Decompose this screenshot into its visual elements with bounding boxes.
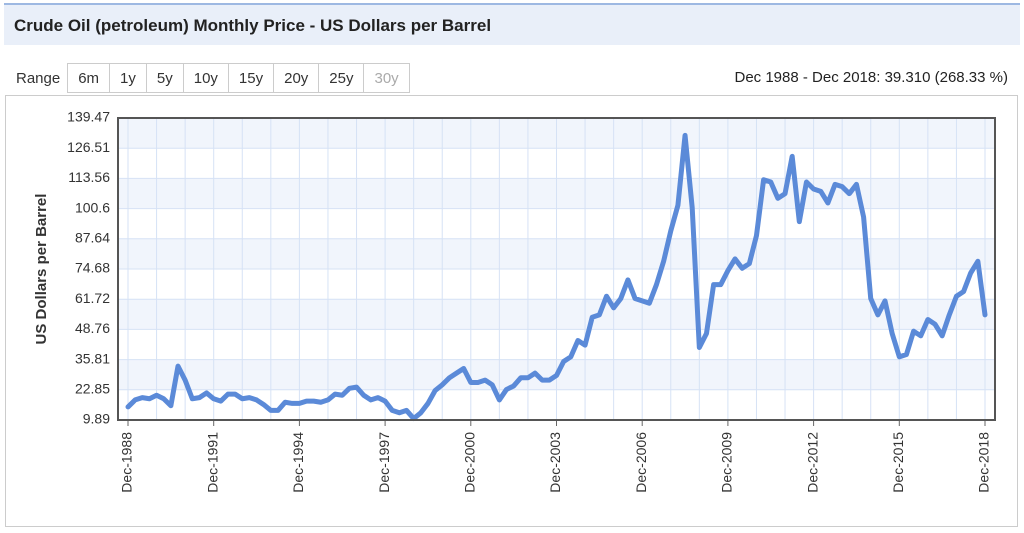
x-tick-label: Dec-1991 [204,432,220,493]
y-tick-label: 48.76 [75,320,110,336]
x-tick-label: Dec-2012 [804,432,820,493]
range-button[interactable]: 25y [318,63,365,93]
range-label: Range [16,69,61,87]
y-tick-label: 61.72 [75,290,110,306]
range-selector: Range 6m 1y 5y 10y 15y 20y 25y 30y [16,63,410,93]
y-axis-label: US Dollars per Barrel [33,194,50,345]
x-tick-label: Dec-2018 [976,432,992,493]
x-tick-label: Dec-2003 [547,432,563,493]
range-button[interactable]: 5y [145,63,184,93]
y-tick-label: 126.51 [67,139,110,155]
y-tick-label: 9.89 [83,411,110,427]
y-tick-label: 35.81 [75,350,110,366]
x-tick-label: Dec-2006 [633,432,649,493]
x-tick-label: Dec-2000 [462,432,478,493]
range-button[interactable]: 10y [182,63,229,93]
chart-frame [5,95,1018,527]
x-tick-label: Dec-1997 [376,432,392,493]
range-button[interactable]: 1y [109,63,147,93]
range-button[interactable]: 15y [227,63,275,93]
y-tick-label: 113.56 [68,169,110,185]
y-tick-label: 139.47 [67,109,110,125]
header: Crude Oil (petroleum) Monthly Price - US… [4,3,1020,45]
range-summary: Dec 1988 - Dec 2018: 39.310 (268.33 %) [734,69,1008,86]
header-title: Crude Oil (petroleum) Monthly Price - US… [14,16,492,35]
range-button[interactable]: 20y [273,63,320,93]
y-tick-label: 22.85 [75,380,110,396]
y-tick-label: 100.6 [75,199,110,215]
plot-border [117,117,996,421]
price-line [125,132,988,422]
y-tick-label: 87.64 [75,229,110,245]
x-tick-label: Dec-1994 [290,432,306,493]
x-tick-label: Dec-2015 [890,432,906,493]
y-tick-label: 74.68 [75,260,110,276]
range-button[interactable]: 30y [363,63,410,93]
x-tick-label: Dec-1988 [119,432,135,493]
x-tick-label: Dec-2009 [719,432,735,493]
